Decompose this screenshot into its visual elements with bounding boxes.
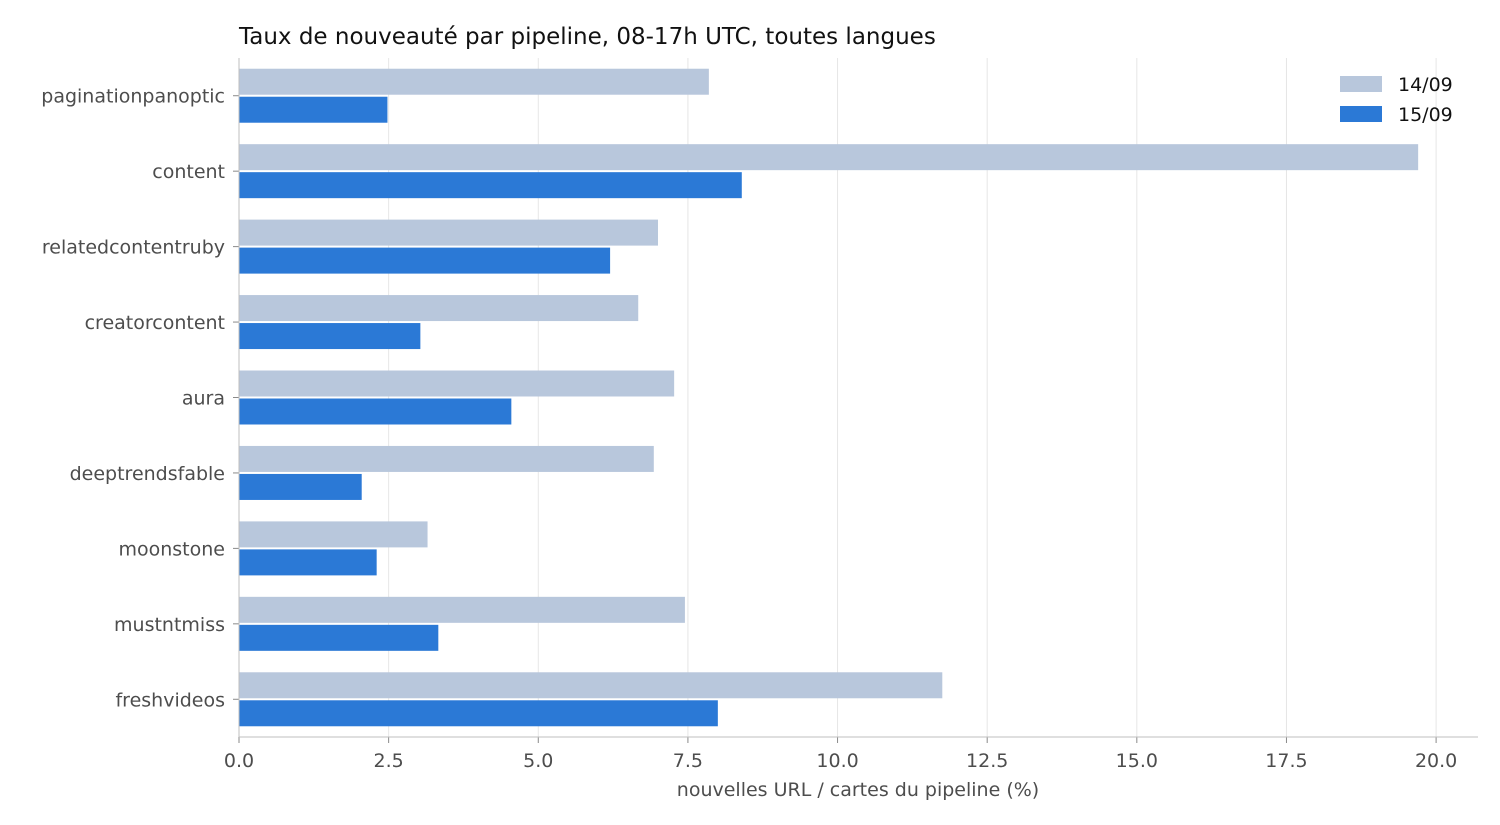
bar-14/09-aura <box>239 370 675 397</box>
axes: 0.0 2.5 5.0 7.5 10.0 12.5 15.0 17.5 20.0 paginati… <box>41 58 1478 772</box>
y-tick-label: deeptrendsfable <box>70 463 225 485</box>
y-tick-label: moonstone <box>118 538 225 560</box>
y-tick-label: freshvideos <box>115 689 225 711</box>
bar-14/09-creatorcontent <box>239 295 639 322</box>
y-tick-label: content <box>152 161 225 183</box>
legend-swatch <box>1340 106 1382 122</box>
bar-15/09-mustntmiss <box>239 624 439 651</box>
bar-14/09-relatedcontentruby <box>239 219 658 246</box>
x-tick-label: 5.0 <box>523 750 553 772</box>
y-tick-label: relatedcontentruby <box>42 237 225 259</box>
bar-14/09-paginationpanoptic <box>239 68 709 95</box>
x-axis-label: nouvelles URL / cartes du pipeline (%) <box>677 779 1039 801</box>
bar-15/09-creatorcontent <box>239 323 421 350</box>
bars <box>239 68 1419 727</box>
legend: 14/09 15/09 <box>1340 74 1453 126</box>
x-tick-label: 12.5 <box>966 750 1008 772</box>
bar-14/09-freshvideos <box>239 672 943 699</box>
bar-15/09-aura <box>239 398 512 425</box>
y-tick-label: mustntmiss <box>114 614 225 636</box>
y-tick-label: aura <box>182 388 225 410</box>
x-tick-label: 17.5 <box>1265 750 1307 772</box>
x-tick-label: 0.0 <box>224 750 254 772</box>
x-tick-label: 15.0 <box>1116 750 1158 772</box>
grid <box>388 58 1437 737</box>
bar-14/09-moonstone <box>239 521 428 548</box>
x-tick-label: 10.0 <box>816 750 858 772</box>
legend-label: 15/09 <box>1398 104 1453 126</box>
y-tick-label: creatorcontent <box>85 312 225 334</box>
bar-14/09-content <box>239 144 1419 171</box>
x-tick-label: 2.5 <box>374 750 404 772</box>
y-tick-label: paginationpanoptic <box>41 86 225 108</box>
legend-label: 14/09 <box>1398 74 1453 96</box>
x-tick-label: 20.0 <box>1415 750 1457 772</box>
bar-15/09-paginationpanoptic <box>239 96 388 123</box>
bar-14/09-mustntmiss <box>239 596 685 623</box>
bar-14/09-deeptrendsfable <box>239 445 654 472</box>
chart-title: Taux de nouveauté par pipeline, 08-17h U… <box>238 24 936 50</box>
bar-15/09-moonstone <box>239 549 377 576</box>
bar-15/09-content <box>239 172 742 199</box>
bar-15/09-freshvideos <box>239 700 718 727</box>
legend-swatch <box>1340 76 1382 92</box>
bar-15/09-deeptrendsfable <box>239 473 362 500</box>
bar-15/09-relatedcontentruby <box>239 247 611 274</box>
x-tick-label: 7.5 <box>673 750 703 772</box>
